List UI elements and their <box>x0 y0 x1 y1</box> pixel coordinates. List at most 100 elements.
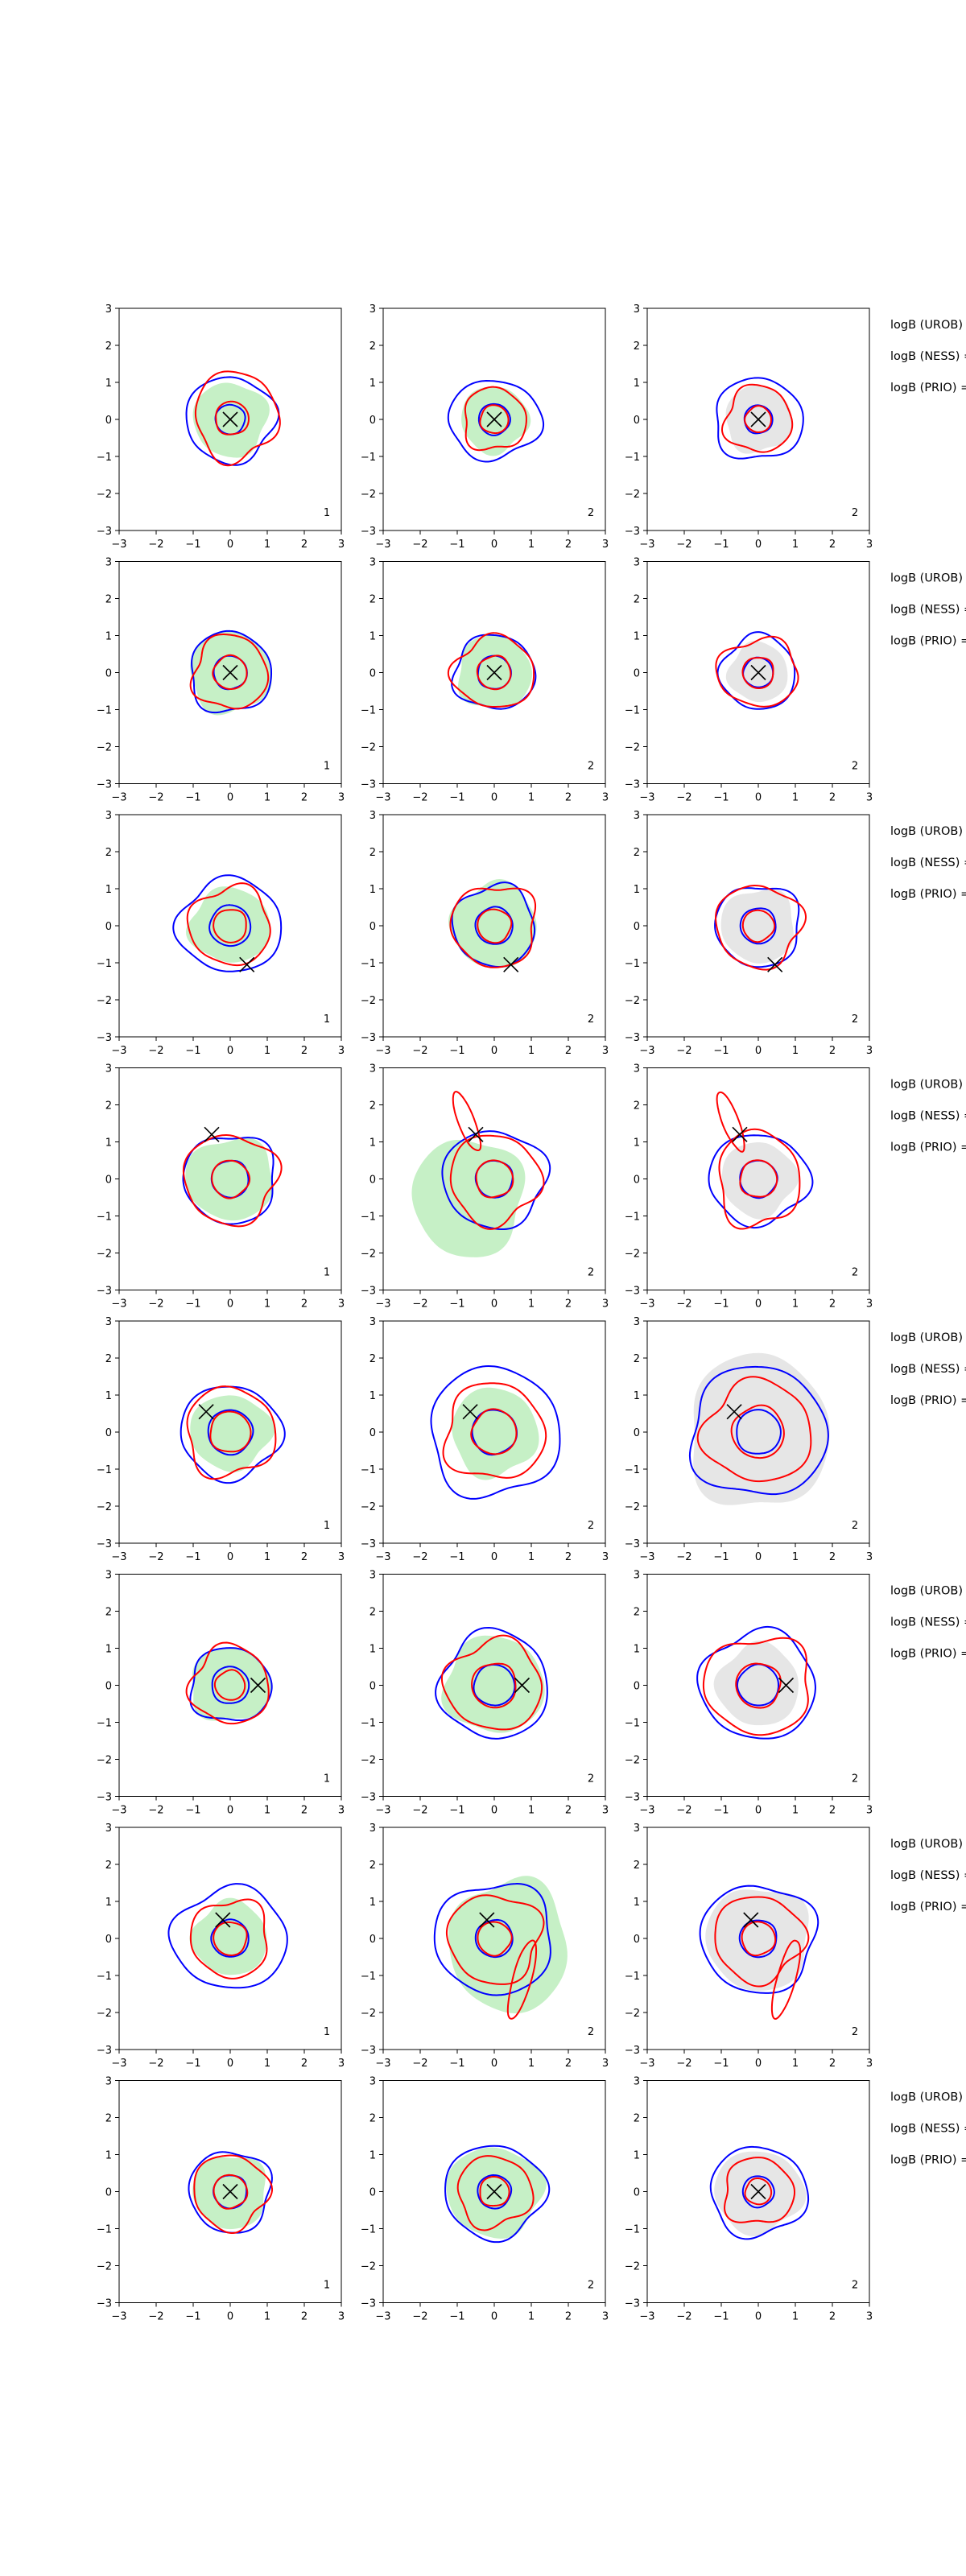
y-tick-label: −3 <box>361 779 376 791</box>
panel-r3-c1: −3 −2 −1 0 1 2 3 3 2 1 0 −1 −2 −3 1 <box>97 810 345 1057</box>
panel-label: 1 <box>324 1773 330 1785</box>
y-tick-label: −3 <box>361 1286 376 1298</box>
red-contour-outer <box>193 2154 274 2235</box>
red-contour-inner <box>215 400 250 436</box>
x-tick-label: 1 <box>528 539 535 551</box>
x-tick-label: 1 <box>792 539 799 551</box>
x-tick-label: 0 <box>227 1551 233 1563</box>
x-tick-label: 0 <box>491 1298 497 1311</box>
y-tick-label: 3 <box>634 1570 640 1582</box>
y-tick-label: 3 <box>369 810 376 822</box>
y-tick-label: −2 <box>361 489 376 501</box>
x-tick-label: 2 <box>301 1298 308 1311</box>
x-tick-label: 2 <box>829 792 836 804</box>
y-tick-label: 2 <box>634 341 640 353</box>
y-tick-label: 3 <box>369 557 376 569</box>
blue-contour-inner <box>473 1663 516 1707</box>
panel-r3-c3: −3 −2 −1 0 1 2 3 3 2 1 0 −1 −2 −3 2 <box>625 810 873 1057</box>
red-contour-outer <box>724 2157 796 2223</box>
x-tick-label: 2 <box>829 2311 836 2323</box>
red-contour-inner <box>744 2177 773 2206</box>
x-tick-label: −1 <box>185 1551 200 1563</box>
panel-r7-c2: −3 −2 −1 0 1 2 3 3 2 1 0 −1 −2 −3 2 <box>361 1823 609 2070</box>
x-tick-label: −2 <box>412 1805 427 1817</box>
x-tick-label: 0 <box>491 539 497 551</box>
red-contour-inner <box>476 654 512 691</box>
y-tick-label: −2 <box>97 2008 112 2020</box>
y-tick-label: 0 <box>105 1174 112 1187</box>
panel-label: 1 <box>324 2026 330 2038</box>
x-tick-label: 0 <box>491 1045 497 1057</box>
blue-contour-inner <box>741 2175 775 2209</box>
true-value-marker <box>486 2183 502 2200</box>
panel-r4-c1: −3 −2 −1 0 1 2 3 3 2 1 0 −1 −2 −3 1 <box>97 1063 345 1311</box>
panel-r3-c2: −3 −2 −1 0 1 2 3 3 2 1 0 −1 −2 −3 2 <box>361 810 609 1057</box>
red-contour-inner <box>735 1662 782 1709</box>
x-tick-label: 3 <box>866 1298 873 1311</box>
side-annotation: logB (PRIO) = <box>890 1901 966 1913</box>
y-tick-label: 2 <box>105 1607 112 1619</box>
panel-label: 2 <box>588 1267 594 1279</box>
x-tick-label: 2 <box>565 1045 572 1057</box>
y-tick-label: −1 <box>625 2224 640 2236</box>
y-tick-label: 0 <box>369 2187 376 2199</box>
density-fill <box>720 889 794 964</box>
y-tick-label: −3 <box>361 1538 376 1550</box>
y-tick-label: −2 <box>97 1755 112 1767</box>
x-tick-label: 3 <box>866 2311 873 2323</box>
blue-contour-inner <box>736 1663 779 1707</box>
red-contour-inner <box>213 909 247 943</box>
x-tick-label: 3 <box>866 1805 873 1817</box>
x-tick-label: 3 <box>866 539 873 551</box>
y-tick-label: −3 <box>625 526 640 538</box>
blue-contour-outer <box>441 1130 551 1231</box>
y-tick-label: 0 <box>105 2187 112 2199</box>
y-tick-label: 3 <box>105 1316 112 1328</box>
x-tick-label: 2 <box>565 2311 572 2323</box>
y-tick-label: 2 <box>634 594 640 606</box>
true-value-marker <box>726 1404 742 1420</box>
x-tick-label: −1 <box>449 2058 464 2070</box>
panel-label: 2 <box>852 2280 858 2292</box>
x-tick-label: 1 <box>528 2058 535 2070</box>
panel-r6-c1: −3 −2 −1 0 1 2 3 3 2 1 0 −1 −2 −3 1 <box>97 1570 345 1817</box>
blue-contour-inner <box>211 1666 250 1704</box>
side-annotation: logB (NESS) = <box>890 1869 966 1882</box>
y-tick-label: −1 <box>625 1971 640 1983</box>
y-tick-label: −2 <box>625 995 640 1007</box>
y-tick-label: 3 <box>105 303 112 316</box>
panel-label: 2 <box>588 1773 594 1785</box>
x-tick-label: 2 <box>565 539 572 551</box>
blue-contour-inner <box>739 907 777 945</box>
panel-label: 2 <box>852 1013 858 1026</box>
panel-r7-c3: −3 −2 −1 0 1 2 3 3 2 1 0 −1 −2 −3 2 <box>625 1823 873 2070</box>
y-tick-label: 2 <box>105 1100 112 1113</box>
y-tick-label: 0 <box>369 921 376 933</box>
panel-label: 1 <box>324 507 330 519</box>
x-tick-label: 0 <box>755 1298 762 1311</box>
x-tick-label: 2 <box>301 792 308 804</box>
y-tick-label: −1 <box>361 1464 376 1476</box>
x-tick-label: 3 <box>338 2311 345 2323</box>
y-tick-label: −1 <box>625 452 640 464</box>
y-tick-label: −2 <box>361 742 376 754</box>
y-tick-label: 1 <box>105 1897 112 1909</box>
x-tick-label: 3 <box>602 1045 609 1057</box>
red-contour-outer <box>440 1634 543 1731</box>
y-tick-label: −2 <box>97 995 112 1007</box>
red-contour-inner <box>470 1408 518 1455</box>
y-tick-label: 1 <box>369 1137 376 1150</box>
y-tick-label: 1 <box>634 884 640 896</box>
y-tick-label: 0 <box>634 1174 640 1187</box>
x-tick-label: 1 <box>528 1805 535 1817</box>
blue-contour-outer <box>709 2145 810 2240</box>
x-tick-label: 1 <box>792 1805 799 1817</box>
x-tick-label: 1 <box>264 2058 270 2070</box>
y-tick-label: −1 <box>625 1718 640 1730</box>
blue-contour-outer <box>688 1365 829 1496</box>
x-tick-label: −1 <box>185 1805 200 1817</box>
y-tick-label: −2 <box>361 1249 376 1261</box>
red-contour-outer <box>696 1376 812 1483</box>
y-tick-label: 0 <box>105 921 112 933</box>
